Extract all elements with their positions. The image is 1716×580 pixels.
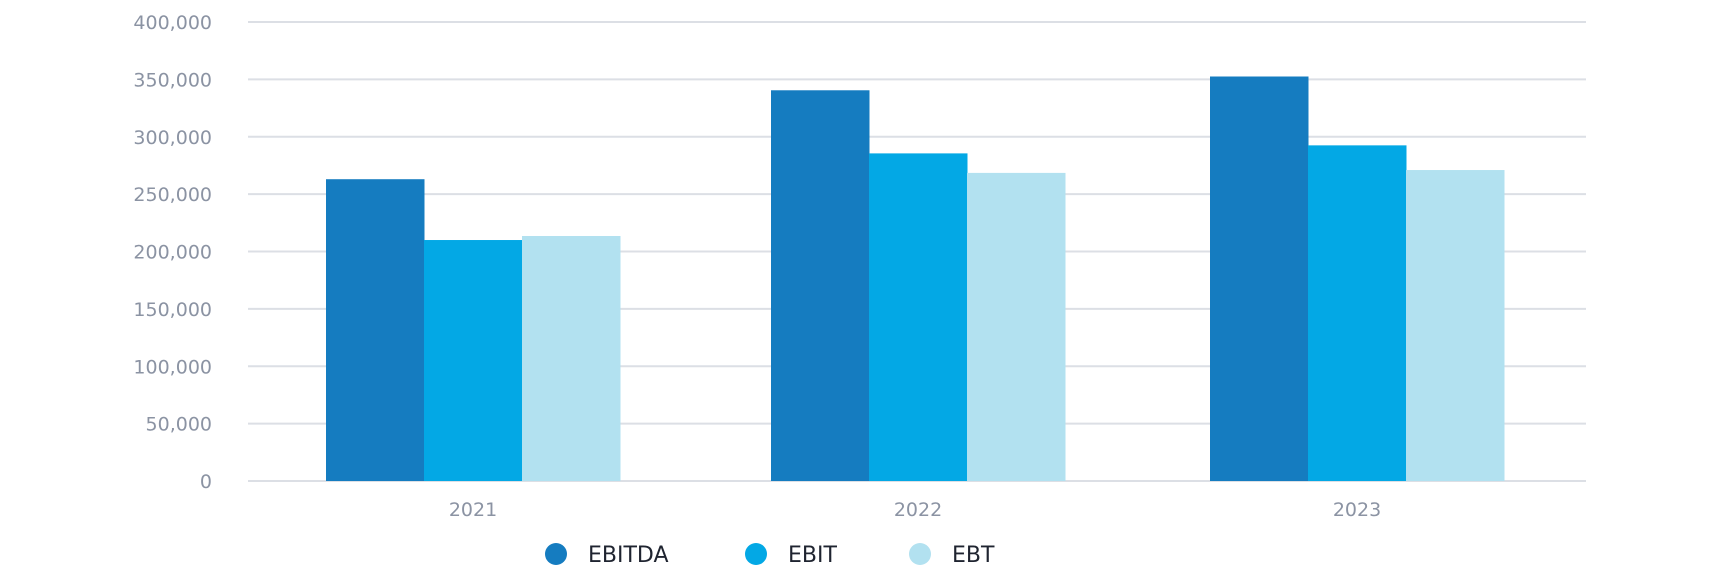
bar-ebit-2022: [869, 153, 968, 482]
legend-swatch: [545, 543, 567, 565]
legend-swatch: [745, 543, 767, 565]
y-axis-ticks: 0 50,000 100,000 150,000 200,000 250,000 300,0…: [133, 12, 212, 493]
legend[interactable]: EBITDA EBIT EBT: [545, 543, 995, 568]
bar-ebitda-2022: [771, 90, 870, 482]
bar-ebitda-2021: [326, 179, 425, 481]
legend-item-ebt[interactable]: EBT: [909, 543, 995, 568]
bar-ebt-2021: [522, 236, 621, 481]
x-axis-ticks: 2021 2022 2023: [449, 499, 1381, 521]
x-tick-label: 2023: [1333, 499, 1381, 521]
bar-ebt-2022: [967, 172, 1066, 482]
bar-ebt-2023: [1406, 170, 1505, 481]
x-tick-label: 2021: [449, 499, 497, 521]
bar-ebitda-2023: [1210, 76, 1309, 481]
y-tick-label: 300,000: [133, 127, 212, 149]
bar-ebit-2021: [424, 240, 523, 481]
y-tick-label: 150,000: [133, 299, 212, 321]
y-tick-label: 350,000: [133, 69, 212, 91]
legend-label: EBT: [952, 543, 995, 568]
y-tick-label: 250,000: [133, 184, 212, 206]
bar-ebit-2023: [1308, 145, 1407, 481]
x-tick-label: 2022: [894, 499, 942, 521]
y-tick-label: 100,000: [133, 356, 212, 378]
y-tick-label: 400,000: [133, 12, 212, 34]
legend-label: EBITDA: [588, 543, 669, 568]
legend-item-ebitda[interactable]: EBITDA: [545, 543, 669, 568]
bars: [326, 76, 1505, 482]
y-tick-label: 200,000: [133, 242, 212, 264]
y-tick-label: 50,000: [146, 414, 212, 436]
legend-label: EBIT: [788, 543, 837, 568]
legend-item-ebit[interactable]: EBIT: [745, 543, 837, 568]
y-tick-label: 0: [200, 471, 212, 493]
legend-swatch: [909, 543, 931, 565]
